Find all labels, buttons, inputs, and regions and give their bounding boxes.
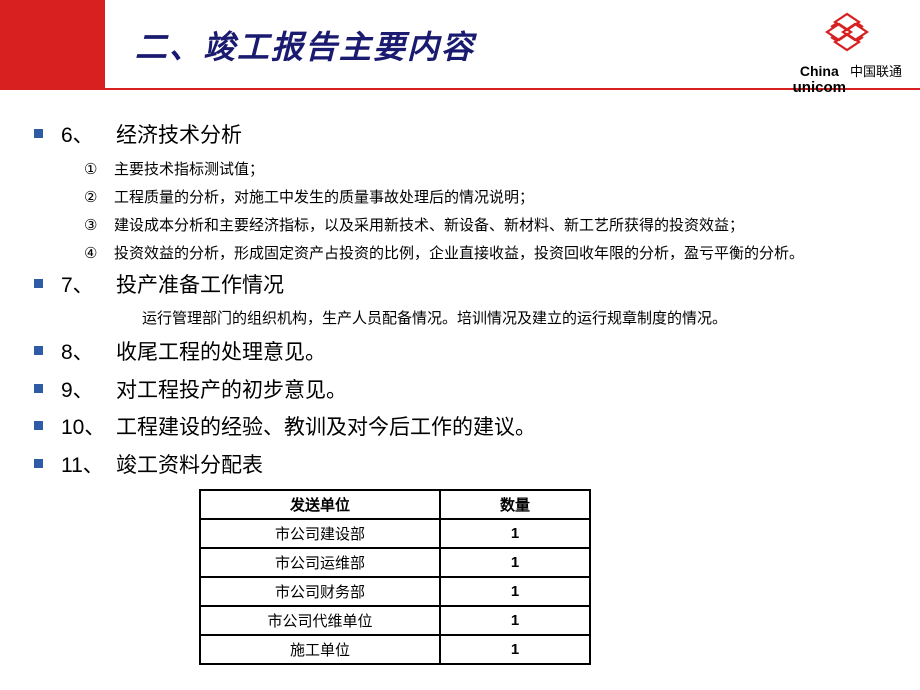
cell-unit: 市公司建设部 bbox=[200, 519, 440, 548]
slide-content: 6、经济技术分析 ① 主要技术指标测试值； ② 工程质量的分析，对施工中发生的质… bbox=[0, 90, 920, 680]
item-text: 6、经济技术分析 bbox=[61, 120, 242, 152]
bullet-icon bbox=[34, 384, 43, 393]
item-title: 收尾工程的处理意见。 bbox=[116, 341, 326, 364]
sub-number: ④ bbox=[84, 242, 114, 266]
table-row: 施工单位 1 bbox=[200, 635, 590, 664]
page-title: 二、竣工报告主要内容 bbox=[135, 22, 475, 68]
sub-number: ① bbox=[84, 158, 114, 182]
logo-cn-text: 中国联通 bbox=[850, 61, 902, 80]
red-accent-block bbox=[0, 0, 105, 88]
list-item-6: 6、经济技术分析 bbox=[34, 120, 886, 152]
bullet-icon bbox=[34, 459, 43, 468]
item-title: 对工程投产的初步意见。 bbox=[116, 379, 347, 402]
sub-number: ② bbox=[84, 186, 114, 210]
cell-unit: 市公司运维部 bbox=[200, 548, 440, 577]
cell-qty: 1 bbox=[440, 635, 590, 664]
bullet-icon bbox=[34, 279, 43, 288]
list-item-11: 11、竣工资料分配表 bbox=[34, 450, 886, 482]
cell-qty: 1 bbox=[440, 577, 590, 606]
cell-unit: 市公司代维单位 bbox=[200, 606, 440, 635]
cell-qty: 1 bbox=[440, 519, 590, 548]
distribution-table-container: 发送单位 数量 市公司建设部 1 市公司运维部 1 市公司财务部 1 bbox=[199, 489, 886, 665]
item-7-description: 运行管理部门的组织机构，生产人员配备情况。培训情况及建立的运行规章制度的情况。 bbox=[142, 307, 886, 331]
sub-item-6-2: ② 工程质量的分析，对施工中发生的质量事故处理后的情况说明； bbox=[84, 186, 886, 210]
cell-qty: 1 bbox=[440, 548, 590, 577]
slide-header: 二、竣工报告主要内容 China unicom 中国联通 bbox=[0, 0, 920, 90]
list-item-8: 8、收尾工程的处理意见。 bbox=[34, 337, 886, 369]
item-number: 7、 bbox=[61, 270, 116, 302]
item-number: 6、 bbox=[61, 120, 116, 152]
table-row: 市公司代维单位 1 bbox=[200, 606, 590, 635]
sub-text: 主要技术指标测试值； bbox=[114, 158, 264, 182]
cell-unit: 市公司财务部 bbox=[200, 577, 440, 606]
cell-unit: 施工单位 bbox=[200, 635, 440, 664]
list-item-9: 9、对工程投产的初步意见。 bbox=[34, 375, 886, 407]
item-number: 10、 bbox=[61, 412, 116, 444]
sub-item-6-1: ① 主要技术指标测试值； bbox=[84, 158, 886, 182]
sub-text: 工程质量的分析，对施工中发生的质量事故处理后的情况说明； bbox=[114, 186, 534, 210]
item-text: 10、工程建设的经验、教训及对今后工作的建议。 bbox=[61, 412, 536, 444]
cell-qty: 1 bbox=[440, 606, 590, 635]
sub-number: ③ bbox=[84, 214, 114, 238]
item-number: 8、 bbox=[61, 337, 116, 369]
logo-unicom-text: unicom bbox=[793, 79, 846, 96]
table-row: 市公司运维部 1 bbox=[200, 548, 590, 577]
item-text: 7、投产准备工作情况 bbox=[61, 270, 284, 302]
table-row: 市公司财务部 1 bbox=[200, 577, 590, 606]
list-item-7: 7、投产准备工作情况 bbox=[34, 270, 886, 302]
item-title: 竣工资料分配表 bbox=[116, 454, 263, 477]
logo-text: China unicom 中国联通 bbox=[793, 61, 902, 96]
item-number: 11、 bbox=[61, 450, 116, 482]
item-text: 11、竣工资料分配表 bbox=[61, 450, 263, 482]
list-item-10: 10、工程建设的经验、教训及对今后工作的建议。 bbox=[34, 412, 886, 444]
chinese-knot-icon bbox=[817, 12, 877, 54]
table-header-row: 发送单位 数量 bbox=[200, 490, 590, 519]
unicom-logo: China unicom 中国联通 bbox=[793, 12, 902, 96]
sub-text: 建设成本分析和主要经济指标，以及采用新技术、新设备、新材料、新工艺所获得的投资效… bbox=[114, 214, 744, 238]
bullet-icon bbox=[34, 346, 43, 355]
sub-text: 投资效益的分析，形成固定资产占投资的比例，企业直接收益，投资回收年限的分析，盈亏… bbox=[114, 242, 804, 266]
distribution-table: 发送单位 数量 市公司建设部 1 市公司运维部 1 市公司财务部 1 bbox=[199, 489, 591, 665]
item-text: 8、收尾工程的处理意见。 bbox=[61, 337, 326, 369]
header-qty: 数量 bbox=[440, 490, 590, 519]
sub-item-6-4: ④ 投资效益的分析，形成固定资产占投资的比例，企业直接收益，投资回收年限的分析，… bbox=[84, 242, 886, 266]
bullet-icon bbox=[34, 421, 43, 430]
sub-item-6-3: ③ 建设成本分析和主要经济指标，以及采用新技术、新设备、新材料、新工艺所获得的投… bbox=[84, 214, 886, 238]
header-unit: 发送单位 bbox=[200, 490, 440, 519]
bullet-icon bbox=[34, 129, 43, 138]
logo-china-text: China bbox=[793, 63, 846, 79]
item-title: 工程建设的经验、教训及对今后工作的建议。 bbox=[116, 416, 536, 439]
item-text: 9、对工程投产的初步意见。 bbox=[61, 375, 347, 407]
item-title: 经济技术分析 bbox=[116, 124, 242, 147]
item-title: 投产准备工作情况 bbox=[116, 274, 284, 297]
item-number: 9、 bbox=[61, 375, 116, 407]
table-row: 市公司建设部 1 bbox=[200, 519, 590, 548]
